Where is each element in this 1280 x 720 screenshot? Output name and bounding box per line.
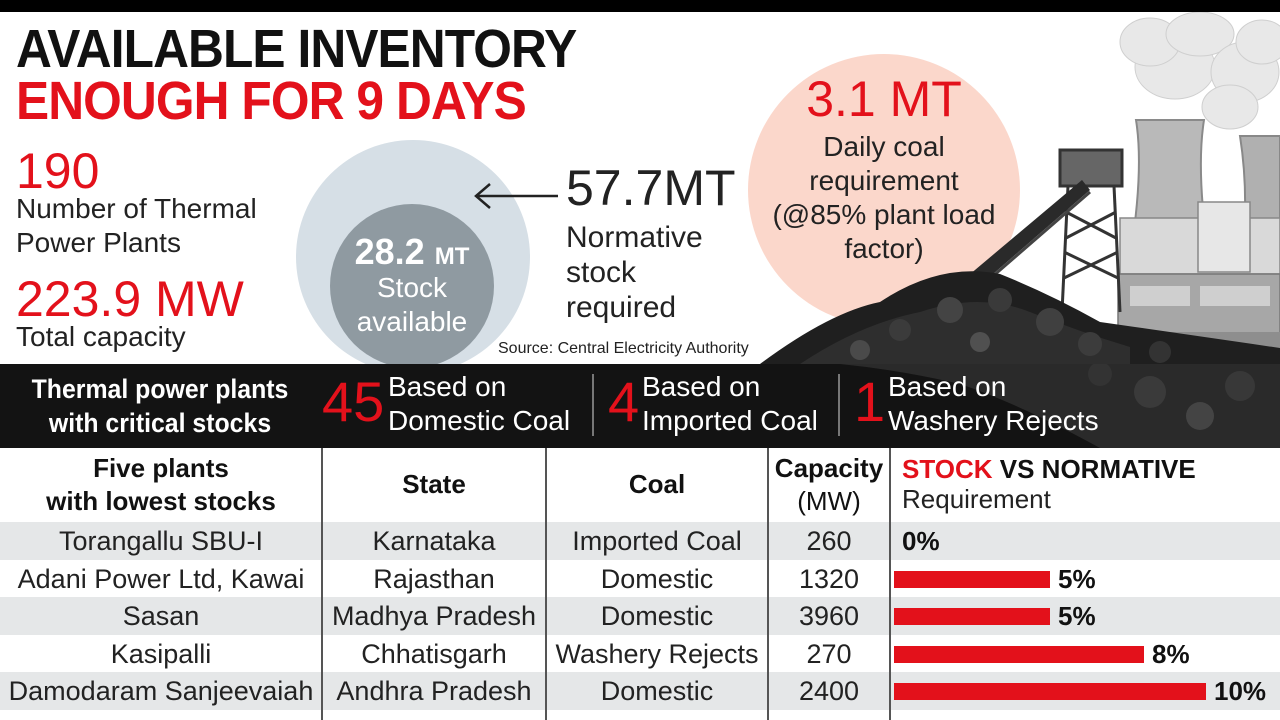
- critical-title: Thermal power plants with critical stock…: [31, 374, 289, 438]
- plant-cell: Adani Power Ltd, Kawai: [17, 563, 305, 594]
- coal-cell: Domestic: [600, 676, 714, 707]
- capacity-label: Total capacity: [16, 321, 186, 352]
- stock-unit: MT: [434, 243, 470, 270]
- header-plant-line2: with lowest stocks: [46, 486, 276, 516]
- header-state: State: [402, 469, 466, 499]
- state-cell: Chhatisgarh: [361, 638, 507, 669]
- imported-label-line1: Based on: [642, 371, 761, 402]
- header-stock: STOCK VS NORMATIVE: [902, 454, 1196, 484]
- table-row: Sasan Madhya Pradesh Domestic 3960 5%: [0, 597, 1280, 636]
- plant-cell: Sasan: [122, 601, 200, 632]
- critical-stocks-band: Thermal power plants with critical stock…: [0, 364, 1280, 448]
- normative-value: 57.7MT: [566, 160, 736, 216]
- arrow-left-icon: [474, 183, 558, 209]
- stock-label: 5%: [1058, 601, 1096, 632]
- stock-bar: [894, 570, 1050, 588]
- table-row: Adani Power Ltd, Kawai Rajasthan Domestic 1…: [0, 560, 1280, 598]
- capacity-cell: 270: [806, 638, 852, 669]
- imported-label-line2: Imported Coal: [642, 405, 818, 436]
- plant-cell: Kasipalli: [110, 638, 212, 669]
- coal-cell: Domestic: [600, 601, 714, 632]
- capacity-value: 223.9 MW: [16, 271, 244, 327]
- state-cell: Karnataka: [372, 526, 496, 556]
- plants-label: Number of Thermal Power Plants: [16, 193, 257, 258]
- available-stock-circle: 28.2 MT Stock available: [330, 204, 494, 364]
- daily-label: Daily coal requirement (@85% plant load …: [772, 131, 996, 264]
- stock-label: 0%: [902, 526, 940, 556]
- header-stock-sub: Requirement: [902, 484, 1051, 514]
- header-plant-line1: Five plants: [93, 453, 229, 483]
- stock-bar: [894, 608, 1050, 626]
- table-row: Damodaram Sanjeevaiah Andhra Pradesh Domes…: [0, 672, 1280, 711]
- header-capacity-line1: Capacity: [774, 453, 884, 483]
- state-cell: Andhra Pradesh: [336, 676, 532, 707]
- stock-label: 5%: [1058, 563, 1096, 594]
- coal-pile-band-icon: [840, 364, 1280, 448]
- stock-value: 28.2: [354, 231, 425, 272]
- table-row: Kasipalli Chhatisgarh Washery Rejects 270 8%: [0, 635, 1280, 673]
- column-divider: [889, 448, 891, 720]
- capacity-cell: 3960: [798, 601, 860, 632]
- stock-label: 10%: [1214, 676, 1267, 707]
- source-note: Source: Central Electricity Authority: [498, 340, 749, 357]
- smoke-icon: [1119, 12, 1280, 130]
- imported-count: 4: [608, 370, 640, 433]
- capacity-cell: 260: [806, 526, 852, 556]
- conveyor-tower-icon: [1058, 148, 1124, 313]
- header-stock-red: STOCK: [902, 454, 993, 484]
- capacity-cell: 2400: [798, 676, 860, 707]
- header-plant: Five plants with lowest stocks: [0, 452, 322, 518]
- column-divider: [767, 448, 769, 720]
- coal-cell: Domestic: [600, 563, 714, 594]
- band-divider: [592, 374, 594, 436]
- state-cell: Rajasthan: [373, 563, 495, 594]
- washery-label: Based on Washery Rejects: [888, 370, 1099, 438]
- top-panel: AVAILABLE INVENTORY ENOUGH FOR 9 DAYS 19…: [0, 12, 1280, 364]
- header-capacity: Capacity (MW): [768, 452, 890, 518]
- band-divider: [838, 374, 840, 436]
- washery-label-line2: Washery Rejects: [888, 405, 1099, 436]
- washery-label-line1: Based on: [888, 371, 1007, 402]
- plant-cell: Torangallu SBU-I: [58, 526, 264, 556]
- domestic-count: 45: [322, 370, 385, 433]
- domestic-label-line1: Based on: [388, 371, 507, 402]
- coal-cell: Imported Coal: [572, 526, 742, 556]
- imported-label: Based on Imported Coal: [642, 370, 818, 438]
- stock-label-line1: Stock: [376, 272, 448, 303]
- headline-line1: AVAILABLE INVENTORY: [16, 19, 577, 79]
- stock-value-line: 28.2 MT: [330, 232, 494, 277]
- top-border: [0, 0, 1280, 12]
- stock-bar: [894, 683, 1206, 701]
- stock-label-line2: available: [356, 306, 468, 337]
- header-capacity-line2: (MW): [797, 486, 861, 516]
- plant-cell: Damodaram Sanjeevaiah: [8, 676, 314, 707]
- domestic-label: Based on Domestic Coal: [388, 370, 570, 438]
- headline-line2: ENOUGH FOR 9 DAYS: [16, 71, 527, 131]
- capacity-cell: 1320: [798, 563, 860, 594]
- coal-pile-icon: [760, 271, 1280, 364]
- daily-value: 3.1 MT: [806, 71, 962, 127]
- state-cell: Madhya Pradesh: [331, 601, 537, 632]
- power-plant-illustration: [760, 12, 1280, 364]
- stock-label: 8%: [1152, 638, 1190, 669]
- lowest-stocks-table: Torangallu SBU-I Karnataka Imported Coal 26…: [0, 448, 1280, 720]
- column-divider: [545, 448, 547, 720]
- header-stock-black: VS NORMATIVE: [992, 454, 1196, 484]
- column-divider: [321, 448, 323, 720]
- washery-count: 1: [854, 370, 886, 433]
- header-coal: Coal: [628, 469, 686, 499]
- daily-requirement-circle: 3.1 MT Daily coal requirement (@85% plan…: [748, 54, 1020, 326]
- stock-bar: [894, 645, 1144, 663]
- table-row: Torangallu SBU-I Karnataka Imported Coal 26…: [0, 522, 1280, 560]
- plants-count: 190: [16, 143, 100, 199]
- domestic-label-line2: Domestic Coal: [388, 405, 571, 436]
- normative-label: Normative stock required: [566, 221, 703, 324]
- coal-cell: Washery Rejects: [555, 638, 759, 669]
